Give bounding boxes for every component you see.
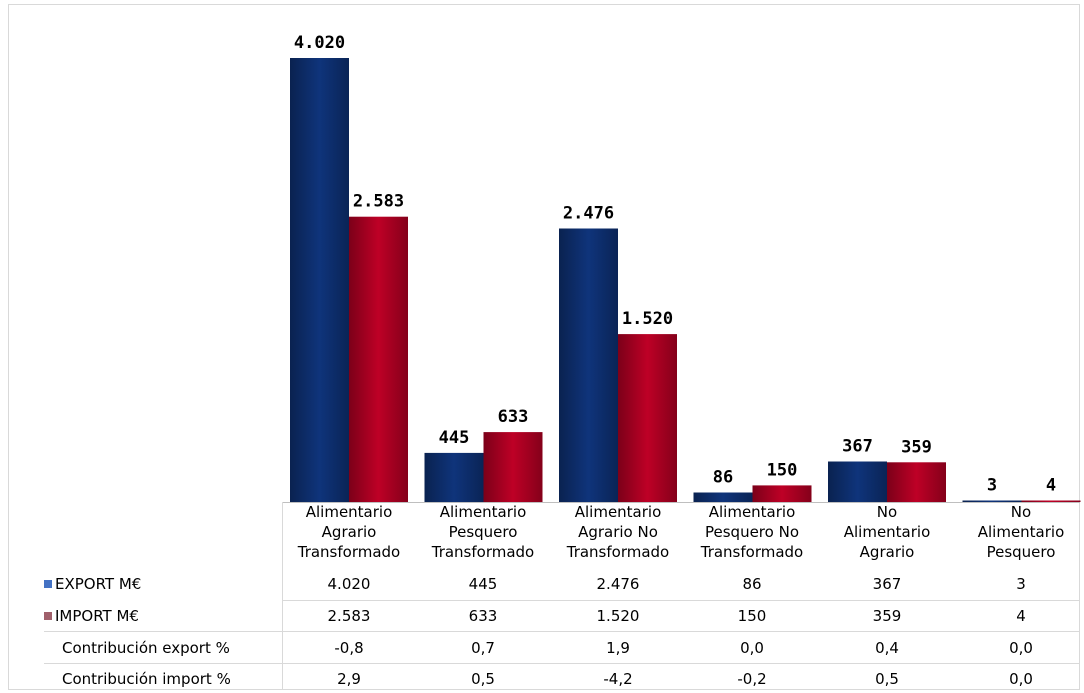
- table-cell: 0,5: [875, 670, 899, 688]
- export-bar: [828, 461, 887, 502]
- bar-value-label: 150: [767, 460, 798, 480]
- table-divider: [44, 631, 1080, 632]
- table-cell: 4.020: [327, 575, 371, 593]
- table-cell: 0,0: [740, 639, 764, 657]
- table-cell: 3: [1016, 575, 1026, 593]
- table-cell: -0,8: [334, 639, 364, 657]
- table-cell: 0,0: [1009, 639, 1033, 657]
- import-bar: [618, 334, 677, 502]
- import-bar: [887, 462, 946, 502]
- export-bar: [962, 500, 1022, 502]
- category-label: No Alimentario Agrario: [843, 503, 931, 561]
- category-label: Alimentario Pesquero No Transformado: [700, 503, 804, 561]
- bar-value-label: 633: [498, 407, 529, 427]
- bar-value-label: 2.583: [353, 192, 404, 212]
- table-cell: 0,7: [471, 639, 495, 657]
- table-cell: 2,9: [337, 670, 361, 688]
- import-bar: [349, 216, 408, 502]
- bar-value-label: 86: [713, 468, 733, 488]
- table-row-label-contrib-import: Contribución import %: [62, 670, 231, 688]
- export-legend-label: EXPORT M€: [55, 575, 142, 593]
- table-cell: 2.476: [596, 575, 640, 593]
- table-cell: 86: [742, 575, 762, 593]
- table-row-label-contrib-export: Contribución export %: [62, 639, 230, 657]
- table-cell: 4: [1016, 607, 1026, 625]
- table-cell: 0,0: [1009, 670, 1033, 688]
- table-cell: 150: [737, 607, 767, 625]
- table-cell: -4,2: [603, 670, 633, 688]
- table-divider: [282, 600, 1080, 601]
- bar-value-label: 4: [1046, 476, 1056, 496]
- chart-frame: [8, 4, 1080, 690]
- import-legend-label: IMPORT M€: [55, 607, 139, 625]
- bar-value-label: 3: [987, 476, 997, 496]
- table-cell: 359: [872, 607, 902, 625]
- bar-value-label: 2.476: [563, 204, 614, 224]
- import-bar: [752, 485, 812, 502]
- category-label: No Alimentario Pesquero: [977, 503, 1065, 561]
- bar-value-label: 359: [901, 437, 932, 457]
- table-cell: -0,2: [737, 670, 767, 688]
- table-cell: 1,9: [606, 639, 630, 657]
- export-bar: [693, 492, 753, 502]
- bar-value-label: 1.520: [622, 309, 673, 329]
- bar-value-label: 367: [842, 437, 873, 457]
- table-cell: 445: [468, 575, 498, 593]
- table-row-label-import: IMPORT M€: [44, 606, 139, 626]
- table-cell: 633: [468, 607, 498, 625]
- table-row-label-export: EXPORT M€: [44, 574, 141, 594]
- export-bar: [290, 58, 349, 502]
- table-divider: [282, 502, 283, 690]
- import-bar: [483, 432, 543, 502]
- import-legend-swatch: [44, 612, 52, 620]
- import-bar: [1021, 500, 1081, 502]
- table-cell: 0,5: [471, 670, 495, 688]
- table-divider: [44, 663, 1080, 664]
- table-cell: 0,4: [875, 639, 899, 657]
- category-label: Alimentario Agrario Transformado: [297, 503, 401, 561]
- table-cell: 2.583: [327, 607, 371, 625]
- export-bar: [559, 228, 618, 502]
- export-bar: [424, 452, 484, 502]
- table-cell: 367: [872, 575, 902, 593]
- export-legend-swatch: [44, 580, 52, 588]
- bar-value-label: 4.020: [294, 33, 345, 53]
- category-label: Alimentario Agrario No Transformado: [566, 503, 670, 561]
- bar-value-label: 445: [439, 428, 470, 448]
- table-cell: 1.520: [596, 607, 640, 625]
- category-label: Alimentario Pesquero Transformado: [431, 503, 535, 561]
